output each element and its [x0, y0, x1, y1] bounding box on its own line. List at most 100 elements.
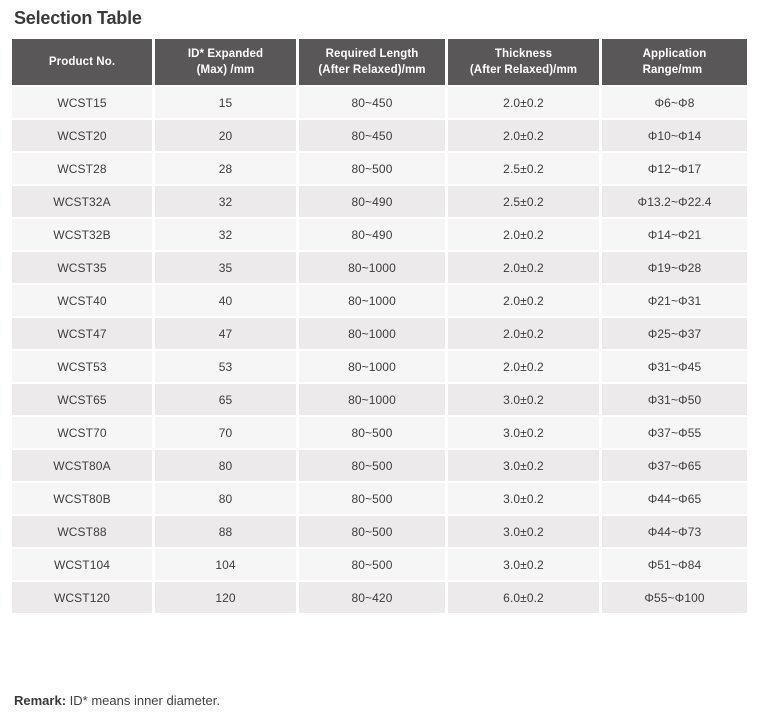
- table-row: WCST20 20 80~450 2.0±0.2 Φ10~Φ14: [12, 120, 747, 151]
- cell-product-no: WCST65: [12, 384, 152, 415]
- header-line: Product No.: [48, 56, 116, 68]
- table-row: WCST120 120 80~420 6.0±0.2 Φ55~Φ100: [12, 582, 747, 613]
- cell-required-length: 80~500: [299, 516, 445, 547]
- cell-id-expanded-max: 80: [155, 450, 296, 481]
- table-row: WCST80B 80 80~500 3.0±0.2 Φ44~Φ65: [12, 483, 747, 514]
- cell-product-no: WCST80B: [12, 483, 152, 514]
- cell-product-no: WCST88: [12, 516, 152, 547]
- cell-required-length: 80~490: [299, 219, 445, 250]
- cell-product-no: WCST32B: [12, 219, 152, 250]
- header-line: (After Relaxed)/mm: [318, 64, 426, 76]
- table-row: WCST104 104 80~500 3.0±0.2 Φ51~Φ84: [12, 549, 747, 580]
- cell-required-length: 80~490: [299, 186, 445, 217]
- header-line: Application: [642, 48, 707, 60]
- cell-required-length: 80~1000: [299, 384, 445, 415]
- cell-id-expanded-max: 32: [155, 186, 296, 217]
- cell-required-length: 80~420: [299, 582, 445, 613]
- cell-application-range: Φ13.2~Φ22.4: [602, 186, 747, 217]
- table-header: Product No. ID* Expanded (Max) /mm Requi…: [12, 39, 747, 85]
- cell-id-expanded-max: 15: [155, 87, 296, 118]
- header-line: (After Relaxed)/mm: [469, 64, 578, 76]
- table-row: WCST47 47 80~1000 2.0±0.2 Φ25~Φ37: [12, 318, 747, 349]
- cell-product-no: WCST104: [12, 549, 152, 580]
- cell-application-range: Φ19~Φ28: [602, 252, 747, 283]
- cell-thickness: 2.0±0.2: [448, 219, 599, 250]
- cell-application-range: Φ31~Φ50: [602, 384, 747, 415]
- cell-product-no: WCST120: [12, 582, 152, 613]
- table-row: WCST53 53 80~1000 2.0±0.2 Φ31~Φ45: [12, 351, 747, 382]
- cell-id-expanded-max: 80: [155, 483, 296, 514]
- cell-id-expanded-max: 28: [155, 153, 296, 184]
- cell-id-expanded-max: 20: [155, 120, 296, 151]
- cell-thickness: 2.0±0.2: [448, 87, 599, 118]
- cell-product-no: WCST20: [12, 120, 152, 151]
- header-application-range: Application Range/mm: [602, 39, 747, 85]
- cell-application-range: Φ25~Φ37: [602, 318, 747, 349]
- table-row: WCST70 70 80~500 3.0±0.2 Φ37~Φ55: [12, 417, 747, 448]
- selection-table: Product No. ID* Expanded (Max) /mm Requi…: [9, 37, 750, 615]
- table-row: WCST32B 32 80~490 2.0±0.2 Φ14~Φ21: [12, 219, 747, 250]
- cell-product-no: WCST47: [12, 318, 152, 349]
- cell-product-no: WCST70: [12, 417, 152, 448]
- cell-thickness: 3.0±0.2: [448, 450, 599, 481]
- header-row: Product No. ID* Expanded (Max) /mm Requi…: [12, 39, 747, 85]
- header-line: Range/mm: [642, 64, 703, 76]
- cell-required-length: 80~1000: [299, 351, 445, 382]
- cell-thickness: 2.0±0.2: [448, 120, 599, 151]
- cell-thickness: 3.0±0.2: [448, 384, 599, 415]
- cell-required-length: 80~500: [299, 417, 445, 448]
- header-line: ID* Expanded: [187, 48, 264, 60]
- cell-application-range: Φ37~Φ65: [602, 450, 747, 481]
- cell-thickness: 3.0±0.2: [448, 483, 599, 514]
- table-row: WCST80A 80 80~500 3.0±0.2 Φ37~Φ65: [12, 450, 747, 481]
- cell-required-length: 80~1000: [299, 252, 445, 283]
- page-title: Selection Table: [14, 8, 142, 28]
- cell-id-expanded-max: 70: [155, 417, 296, 448]
- cell-thickness: 2.0±0.2: [448, 252, 599, 283]
- cell-id-expanded-max: 35: [155, 252, 296, 283]
- header-id-expanded-max: ID* Expanded (Max) /mm: [155, 39, 296, 85]
- header-product-no: Product No.: [12, 39, 152, 85]
- cell-thickness: 2.0±0.2: [448, 351, 599, 382]
- cell-thickness: 3.0±0.2: [448, 549, 599, 580]
- table-row: WCST28 28 80~500 2.5±0.2 Φ12~Φ17: [12, 153, 747, 184]
- cell-id-expanded-max: 88: [155, 516, 296, 547]
- cell-thickness: 6.0±0.2: [448, 582, 599, 613]
- cell-thickness: 2.5±0.2: [448, 153, 599, 184]
- cell-application-range: Φ21~Φ31: [602, 285, 747, 316]
- cell-thickness: 3.0±0.2: [448, 516, 599, 547]
- remark-text: ID* means inner diameter.: [66, 693, 220, 708]
- header-line: Required Length: [325, 48, 419, 60]
- header-required-length: Required Length (After Relaxed)/mm: [299, 39, 445, 85]
- header-line: Thickness: [494, 48, 553, 60]
- cell-id-expanded-max: 104: [155, 549, 296, 580]
- cell-application-range: Φ12~Φ17: [602, 153, 747, 184]
- cell-thickness: 3.0±0.2: [448, 417, 599, 448]
- cell-application-range: Φ31~Φ45: [602, 351, 747, 382]
- table-row: WCST35 35 80~1000 2.0±0.2 Φ19~Φ28: [12, 252, 747, 283]
- cell-product-no: WCST35: [12, 252, 152, 283]
- cell-required-length: 80~500: [299, 483, 445, 514]
- cell-product-no: WCST15: [12, 87, 152, 118]
- cell-required-length: 80~500: [299, 549, 445, 580]
- table-body: WCST15 15 80~450 2.0±0.2 Φ6~Φ8 WCST20 20 80~450…: [12, 87, 747, 613]
- cell-required-length: 80~500: [299, 450, 445, 481]
- cell-required-length: 80~1000: [299, 285, 445, 316]
- cell-id-expanded-max: 65: [155, 384, 296, 415]
- cell-product-no: WCST40: [12, 285, 152, 316]
- header-line: (Max) /mm: [196, 64, 255, 76]
- cell-required-length: 80~450: [299, 120, 445, 151]
- cell-application-range: Φ10~Φ14: [602, 120, 747, 151]
- cell-required-length: 80~1000: [299, 318, 445, 349]
- header-thickness: Thickness (After Relaxed)/mm: [448, 39, 599, 85]
- cell-product-no: WCST32A: [12, 186, 152, 217]
- cell-required-length: 80~500: [299, 153, 445, 184]
- cell-id-expanded-max: 47: [155, 318, 296, 349]
- cell-application-range: Φ44~Φ65: [602, 483, 747, 514]
- table-row: WCST40 40 80~1000 2.0±0.2 Φ21~Φ31: [12, 285, 747, 316]
- cell-id-expanded-max: 53: [155, 351, 296, 382]
- cell-thickness: 2.0±0.2: [448, 285, 599, 316]
- cell-thickness: 2.5±0.2: [448, 186, 599, 217]
- remark-label: Remark:: [14, 693, 67, 708]
- cell-application-range: Φ14~Φ21: [602, 219, 747, 250]
